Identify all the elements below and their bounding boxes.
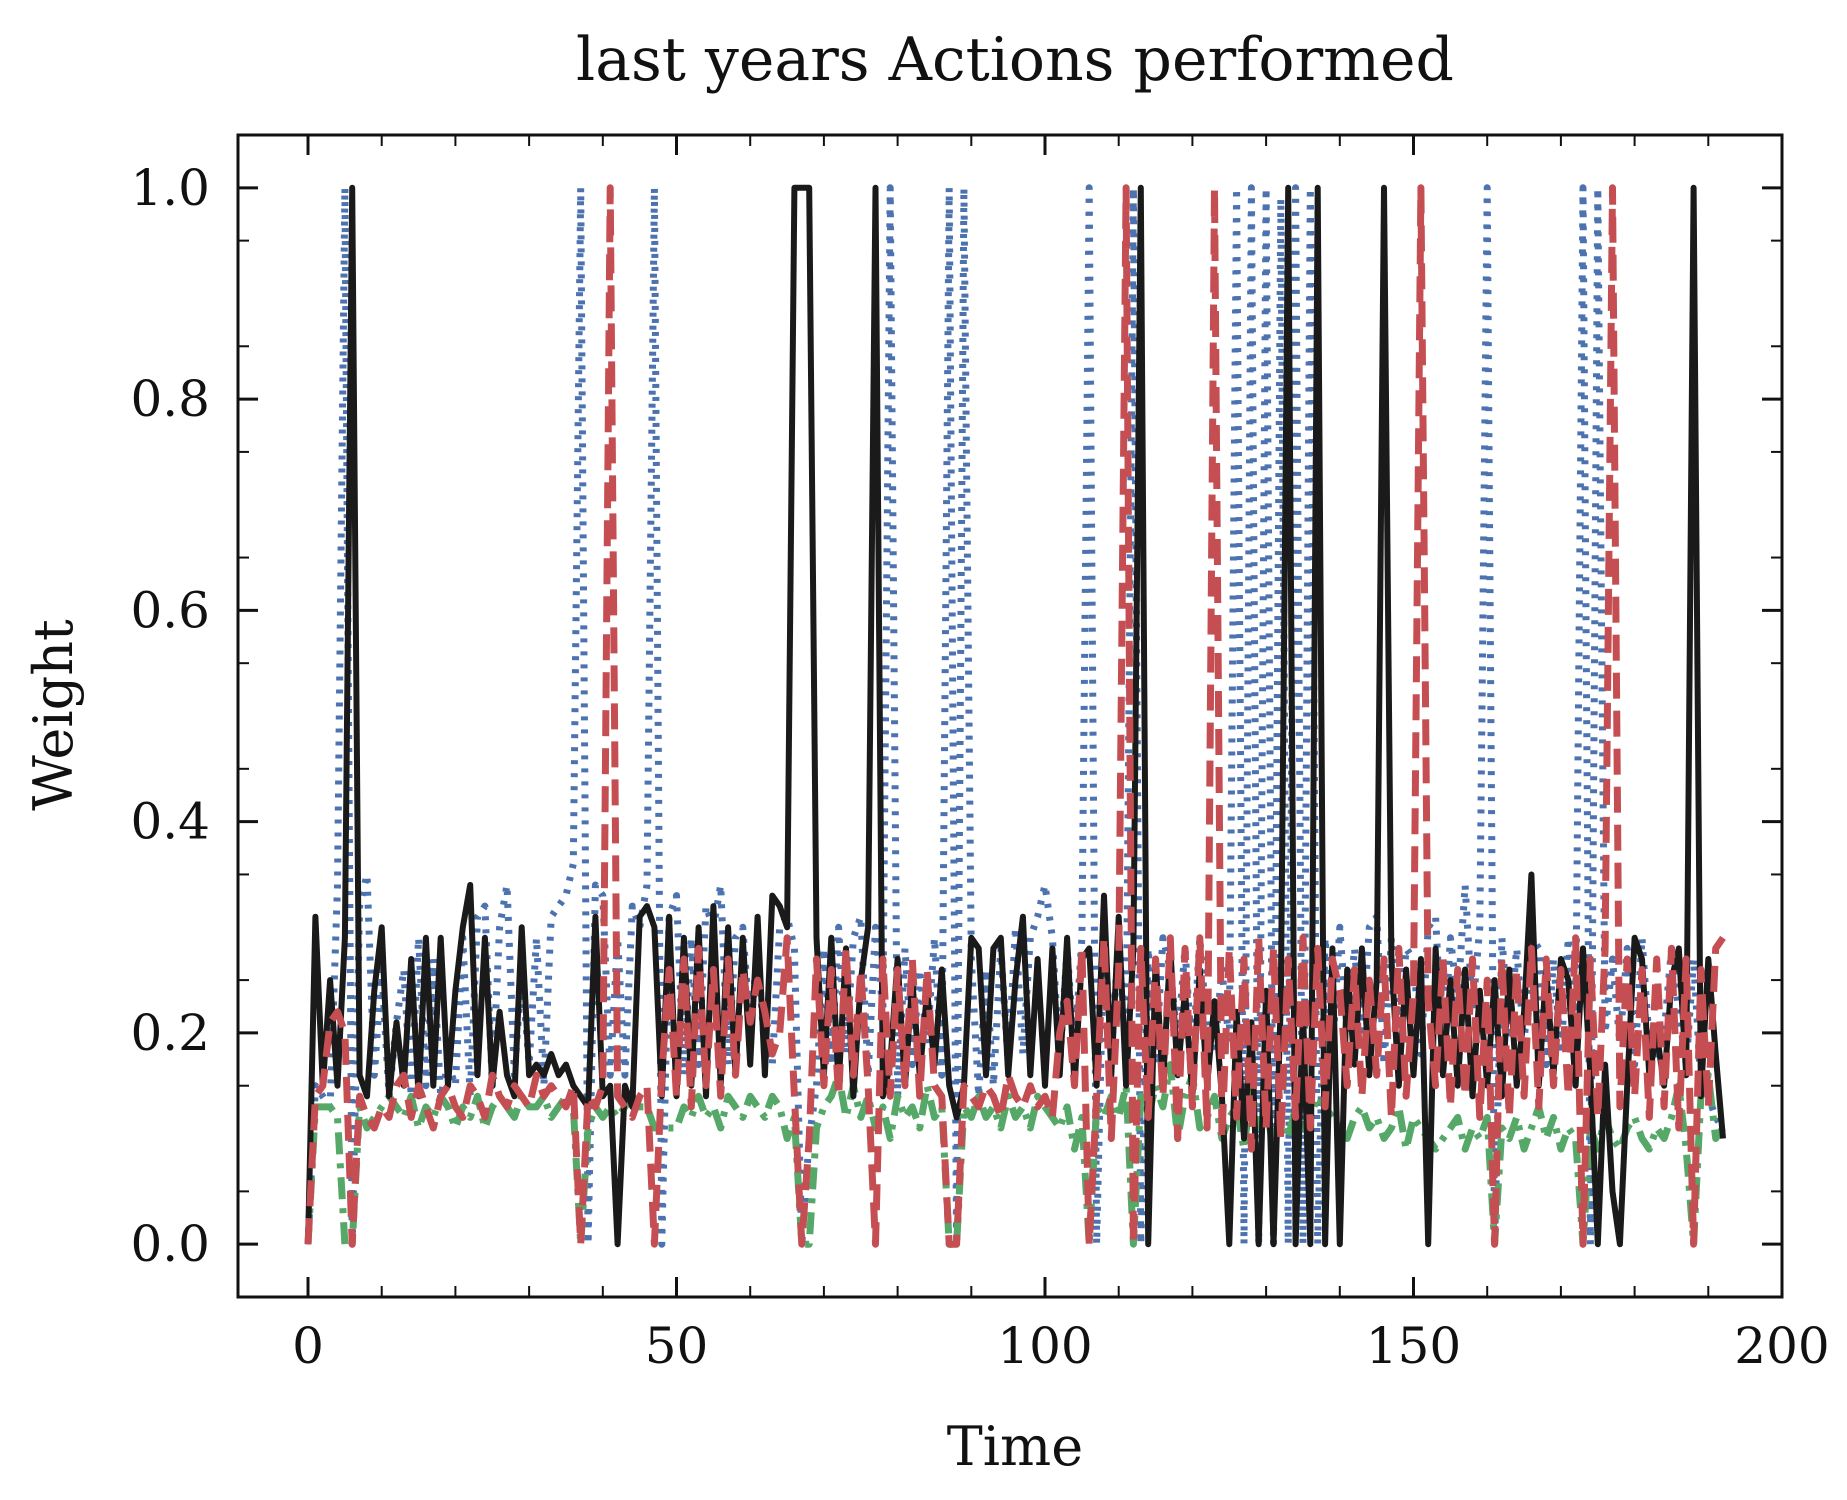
y-axis-label: Weight	[22, 619, 85, 811]
chart-title: last years Actions performed	[576, 25, 1454, 95]
x-tick-label: 0	[292, 1317, 324, 1375]
y-tick-label: 0.2	[130, 1004, 210, 1062]
plot-frame	[236, 133, 1784, 1299]
y-tick-label: 1.0	[130, 159, 210, 217]
x-tick-label: 100	[997, 1317, 1092, 1375]
y-tick-label: 0.4	[130, 793, 210, 851]
series-line-2-dashdot	[304, 1061, 1726, 1248]
y-tick-label: 0.8	[130, 370, 210, 428]
series-line-1-dotted	[304, 184, 1726, 1248]
y-tick-label: 0.0	[130, 1215, 210, 1273]
y-tick-label: 0.6	[130, 581, 210, 639]
x-axis-label: Time	[947, 1415, 1083, 1478]
x-tick-label: 150	[1366, 1317, 1461, 1375]
axes-layer: 0 50 100 150 200 0.0 0.2 0.4 0.6 0.8 1.0	[130, 133, 1830, 1375]
x-tick-label: 200	[1734, 1317, 1829, 1375]
x-tick-label: 50	[645, 1317, 709, 1375]
series-layer	[304, 184, 1726, 1248]
series-line-4-dashed	[304, 184, 1726, 1248]
